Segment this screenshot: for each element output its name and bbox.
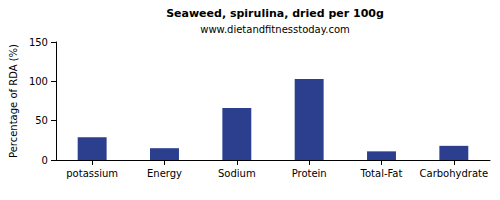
svg-text:potassium: potassium bbox=[66, 168, 118, 179]
svg-text:Energy: Energy bbox=[147, 168, 182, 179]
svg-text:50: 50 bbox=[35, 115, 48, 126]
svg-text:150: 150 bbox=[29, 37, 48, 48]
svg-text:Protein: Protein bbox=[292, 168, 327, 179]
svg-text:Percentage of RDA (%): Percentage of RDA (%) bbox=[8, 44, 19, 158]
svg-text:Sodium: Sodium bbox=[218, 168, 256, 179]
svg-text:Seaweed, spirulina, dried per: Seaweed, spirulina, dried per 100g bbox=[166, 7, 384, 20]
svg-text:0: 0 bbox=[42, 155, 48, 166]
svg-text:Carbohydrate: Carbohydrate bbox=[420, 168, 489, 179]
svg-text:Total-Fat: Total-Fat bbox=[360, 168, 403, 179]
svg-text:www.dietandfitnesstoday.com: www.dietandfitnesstoday.com bbox=[200, 24, 349, 35]
svg-text:100: 100 bbox=[29, 76, 48, 87]
